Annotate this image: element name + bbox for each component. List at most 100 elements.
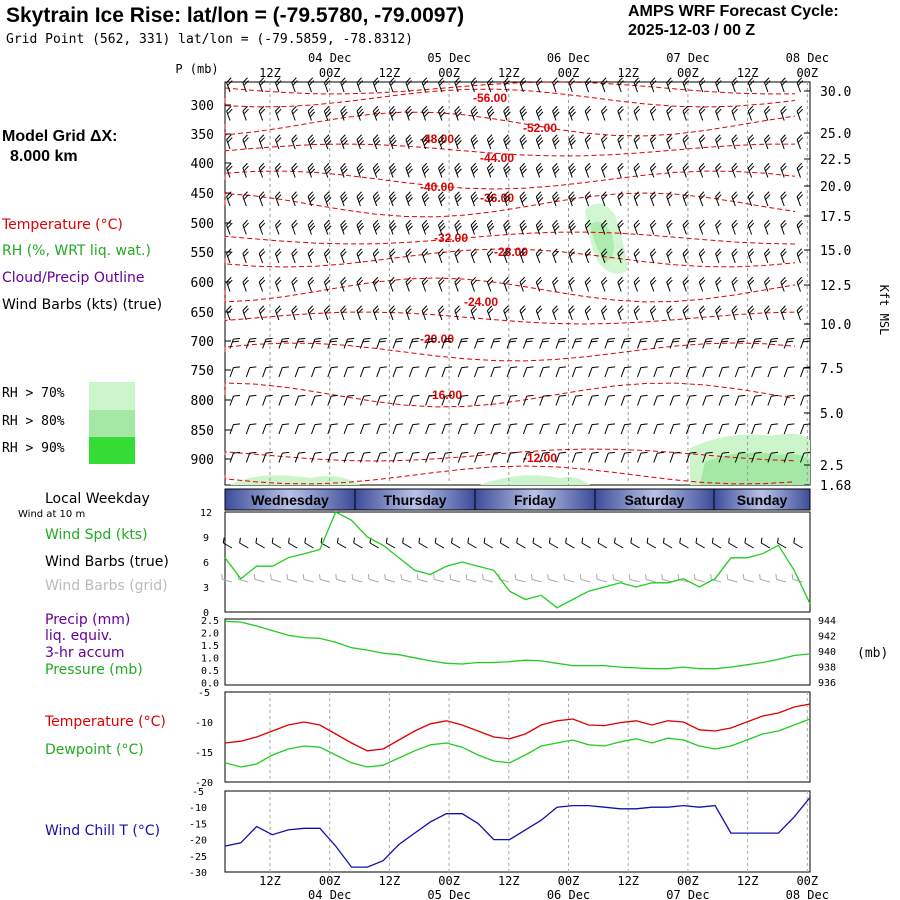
wind-barb-true — [483, 537, 494, 549]
wind-barb-feather — [777, 537, 779, 544]
wind-barb-staff — [751, 424, 756, 435]
wind-barb — [731, 134, 738, 150]
wind-barb-feather — [488, 194, 494, 200]
wind-barb-feather — [553, 279, 559, 286]
wind-barb-feather — [494, 366, 501, 369]
wind-barb-staff — [715, 310, 720, 321]
wind-barb-staff — [275, 281, 280, 292]
wind-barb-staff — [552, 139, 557, 150]
wind-barb-feather — [575, 394, 583, 397]
pressure-tick-label: 940 — [818, 647, 836, 658]
wind-barb-staff — [601, 167, 606, 178]
wind-barb — [715, 276, 722, 292]
wind-barb-staff — [291, 253, 296, 264]
wind-barb-grid — [742, 574, 754, 583]
wind-barb-feather — [536, 222, 543, 229]
wind-barb-feather — [803, 337, 811, 340]
wind-barb-feather — [307, 162, 314, 169]
wind-barb-feather — [340, 219, 346, 226]
wind-barb-staff — [685, 338, 691, 349]
wind-barb — [552, 219, 560, 235]
wind-barb — [454, 276, 461, 292]
weekday-label: Friday — [514, 492, 556, 508]
wind-barb-staff — [734, 424, 740, 435]
wind-barb — [356, 134, 365, 150]
wind-barb-staff — [304, 542, 314, 549]
wind-barb — [767, 337, 779, 349]
wind-barb-staff — [796, 167, 801, 178]
wind-barb — [783, 423, 795, 435]
wind-barb-staff — [669, 424, 674, 435]
wind-barb-staff — [242, 82, 247, 93]
wind-barb-feather — [291, 305, 297, 311]
wind-barb — [588, 366, 599, 378]
wind-barb-feather — [362, 340, 370, 343]
wind-barb-feather — [461, 366, 469, 369]
wind-barb — [327, 337, 338, 349]
wind-barb-feather — [488, 279, 494, 286]
wind-barb-staff — [780, 82, 785, 93]
wind-barb-feather — [744, 537, 747, 544]
wind-barb-feather — [657, 394, 664, 397]
wind-barb-feather — [455, 108, 461, 115]
wind-barb-feather — [470, 105, 477, 112]
wind-barb — [486, 191, 495, 207]
wind-barb — [731, 276, 738, 292]
wind-barb-staff — [376, 452, 381, 463]
wind-barb — [389, 134, 397, 150]
wind-barb-staff — [731, 196, 736, 207]
wind-barb — [519, 162, 528, 178]
wind-barb-feather — [722, 423, 730, 426]
wind-barb-feather — [698, 248, 705, 254]
wind-barb-staff — [245, 338, 251, 349]
wind-barb — [747, 305, 755, 321]
wind-barb — [535, 248, 543, 264]
wind-barb-staff — [438, 82, 443, 93]
wind-barb-feather — [532, 537, 535, 544]
wind-barb — [764, 248, 771, 264]
wind-barb-staff — [747, 110, 753, 121]
wind-barb — [780, 105, 787, 121]
wind-barb — [503, 134, 511, 150]
wind-barb-feather — [728, 537, 730, 544]
wind-barb-true — [662, 537, 673, 549]
wind-barb-feather — [552, 162, 558, 169]
wind-barb-feather — [471, 137, 478, 143]
wind-barb-staff — [613, 578, 624, 583]
wind-barb-staff — [792, 578, 803, 583]
wind-barb-feather — [477, 337, 485, 340]
wind-barb-grid — [416, 574, 428, 583]
wind-barb-feather — [258, 105, 265, 112]
wind-barb-staff — [425, 338, 430, 349]
wind-barb-staff — [764, 224, 769, 235]
wind-barb-staff — [682, 281, 687, 292]
wind-barb-feather — [372, 305, 379, 311]
wind-barb-feather — [765, 279, 771, 286]
wind-barb-feather — [780, 276, 786, 283]
wind-barb-staff — [486, 167, 492, 178]
wind-barb-staff — [408, 452, 414, 463]
wind-barb-feather — [298, 423, 306, 426]
wind-barb — [682, 105, 689, 121]
wind-barb-feather — [258, 191, 265, 197]
wind-barb-staff — [389, 196, 394, 207]
wind-barb-staff — [506, 367, 511, 378]
wind-barb — [490, 423, 501, 435]
wind-barb-staff — [441, 395, 446, 406]
wind-barb — [245, 394, 257, 406]
wind-barb-feather — [451, 537, 453, 544]
wind-barb — [682, 276, 689, 292]
wind-barb-feather — [324, 77, 330, 83]
wind-barb-staff — [226, 139, 231, 150]
wind-barb-feather — [494, 451, 501, 454]
wind-barb-staff — [617, 110, 622, 121]
wind-barb-staff — [764, 281, 769, 292]
wind-barb-staff — [633, 167, 638, 178]
wind-barb-feather — [634, 165, 641, 172]
wind-barb-feather — [780, 105, 786, 112]
wind-barb-staff — [226, 253, 231, 264]
wind-barb — [441, 394, 453, 406]
bottom-time-tick: 12Z — [617, 874, 639, 888]
wind-barb — [372, 219, 381, 235]
top-date-label: 06 Dec — [547, 51, 590, 65]
